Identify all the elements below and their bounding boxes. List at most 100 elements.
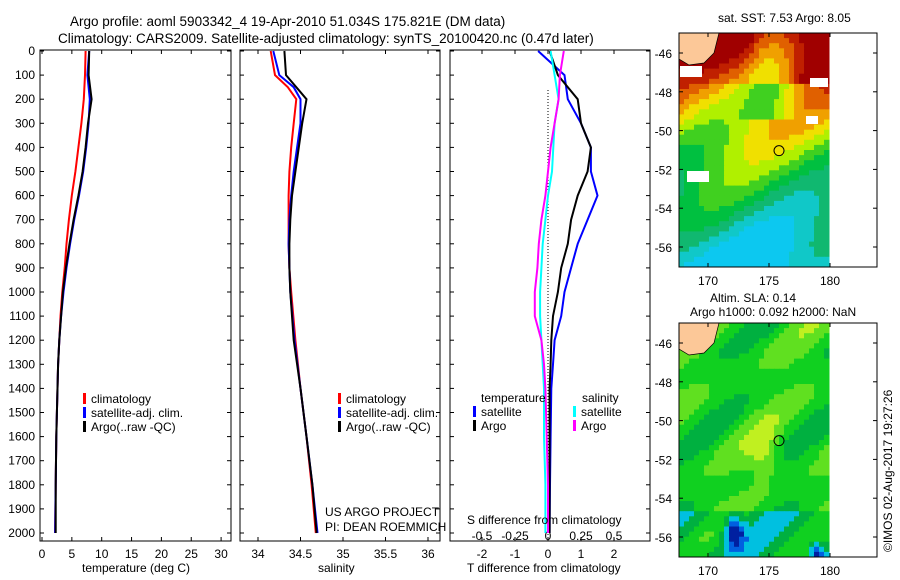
- map-cell: [759, 109, 765, 115]
- map-cell: [709, 480, 715, 487]
- map-cell: [799, 470, 805, 477]
- map-cell: [764, 348, 770, 354]
- lat-tick-label: -54: [655, 492, 673, 506]
- map-cell: [724, 531, 730, 538]
- map-cell: [769, 434, 775, 441]
- map-cell: [779, 531, 785, 538]
- map-cell: [799, 170, 805, 176]
- map-cell: [754, 465, 760, 471]
- map-cell: [789, 373, 795, 380]
- map-cell: [744, 389, 750, 395]
- map-cell: [799, 58, 805, 64]
- map-cell: [729, 343, 735, 349]
- map-cell: [714, 450, 720, 456]
- map-cell: [689, 155, 695, 161]
- map-cell: [784, 246, 790, 253]
- map-cell: [709, 368, 715, 375]
- map-cell: [774, 48, 780, 54]
- map-cell: [744, 99, 750, 105]
- map-cell: [699, 414, 705, 421]
- map-cell: [729, 241, 735, 248]
- map-cell: [734, 506, 740, 512]
- map-cell: [764, 424, 770, 431]
- map-cell: [814, 434, 820, 441]
- map-cell: [749, 53, 755, 59]
- map-cell: [709, 165, 715, 171]
- map-cell: [689, 180, 695, 187]
- map-cell: [684, 445, 690, 451]
- map-cell: [719, 470, 725, 477]
- map-cell: [744, 246, 750, 253]
- map-cell: [784, 150, 790, 156]
- map-cell: [744, 353, 750, 360]
- map-cell: [734, 190, 740, 197]
- map-cell: [799, 221, 805, 227]
- map-cell: [714, 338, 720, 344]
- map-cell: [794, 129, 800, 136]
- map-cell: [764, 450, 770, 456]
- map-cell: [719, 526, 725, 533]
- map-cell: [749, 129, 755, 136]
- map-cell: [754, 241, 760, 248]
- map-cell: [744, 53, 750, 59]
- map-cell: [804, 531, 810, 538]
- map-cell: [719, 206, 725, 212]
- map-cell: [709, 450, 715, 456]
- map-cell: [679, 541, 685, 548]
- map-cell: [814, 470, 820, 477]
- map-cell: [704, 104, 710, 110]
- map-cell: [784, 119, 790, 126]
- map-cell: [694, 104, 700, 110]
- map-cell: [734, 185, 740, 192]
- map-cell: [704, 160, 710, 166]
- map-cell: [769, 419, 775, 426]
- map-cell: [759, 501, 765, 507]
- map-cell: [794, 256, 800, 263]
- map-cell: [794, 180, 800, 187]
- map-cell: [679, 551, 685, 558]
- map-cell: [769, 89, 775, 95]
- map-cell: [724, 33, 730, 39]
- map-cell: [804, 541, 810, 548]
- map-cell: [724, 190, 730, 197]
- map-cell: [719, 419, 725, 426]
- map-cell: [709, 404, 715, 410]
- sla-map-title: Altim. SLA: 0.14: [710, 291, 796, 305]
- map-cell: [794, 424, 800, 431]
- map-cell: [719, 190, 725, 197]
- map-cell: [689, 185, 695, 192]
- map-cell: [779, 323, 785, 329]
- map-cell: [769, 490, 775, 497]
- map-cell: [804, 536, 810, 543]
- map-cell: [799, 429, 805, 436]
- map-cell: [734, 480, 740, 487]
- map-cell: [729, 124, 735, 131]
- map-cell: [824, 358, 830, 365]
- map-cell: [799, 99, 805, 105]
- map-cell: [804, 155, 810, 161]
- map-cell: [699, 399, 705, 405]
- map-cell: [819, 89, 825, 95]
- map-cell: [729, 150, 735, 156]
- map-cell: [734, 409, 740, 416]
- map-cell: [709, 155, 715, 161]
- map-cell: [704, 216, 710, 222]
- depth-tick-label: 1900: [8, 502, 35, 516]
- map-cell: [734, 429, 740, 436]
- map-cell: [694, 231, 700, 237]
- map-cell: [764, 323, 770, 329]
- map-cell: [714, 165, 720, 171]
- map-cell: [764, 506, 770, 512]
- map-cell: [704, 511, 710, 517]
- map-cell: [819, 139, 825, 146]
- map-cell: [749, 343, 755, 349]
- map-cell: [819, 53, 825, 59]
- map-cell: [749, 440, 755, 446]
- map-cell: [804, 490, 810, 497]
- map-cell: [799, 358, 805, 365]
- map-cell: [809, 460, 815, 466]
- map-cell: [819, 226, 825, 232]
- map-cell: [744, 343, 750, 349]
- map-cell: [804, 226, 810, 232]
- map-cell: [729, 496, 735, 502]
